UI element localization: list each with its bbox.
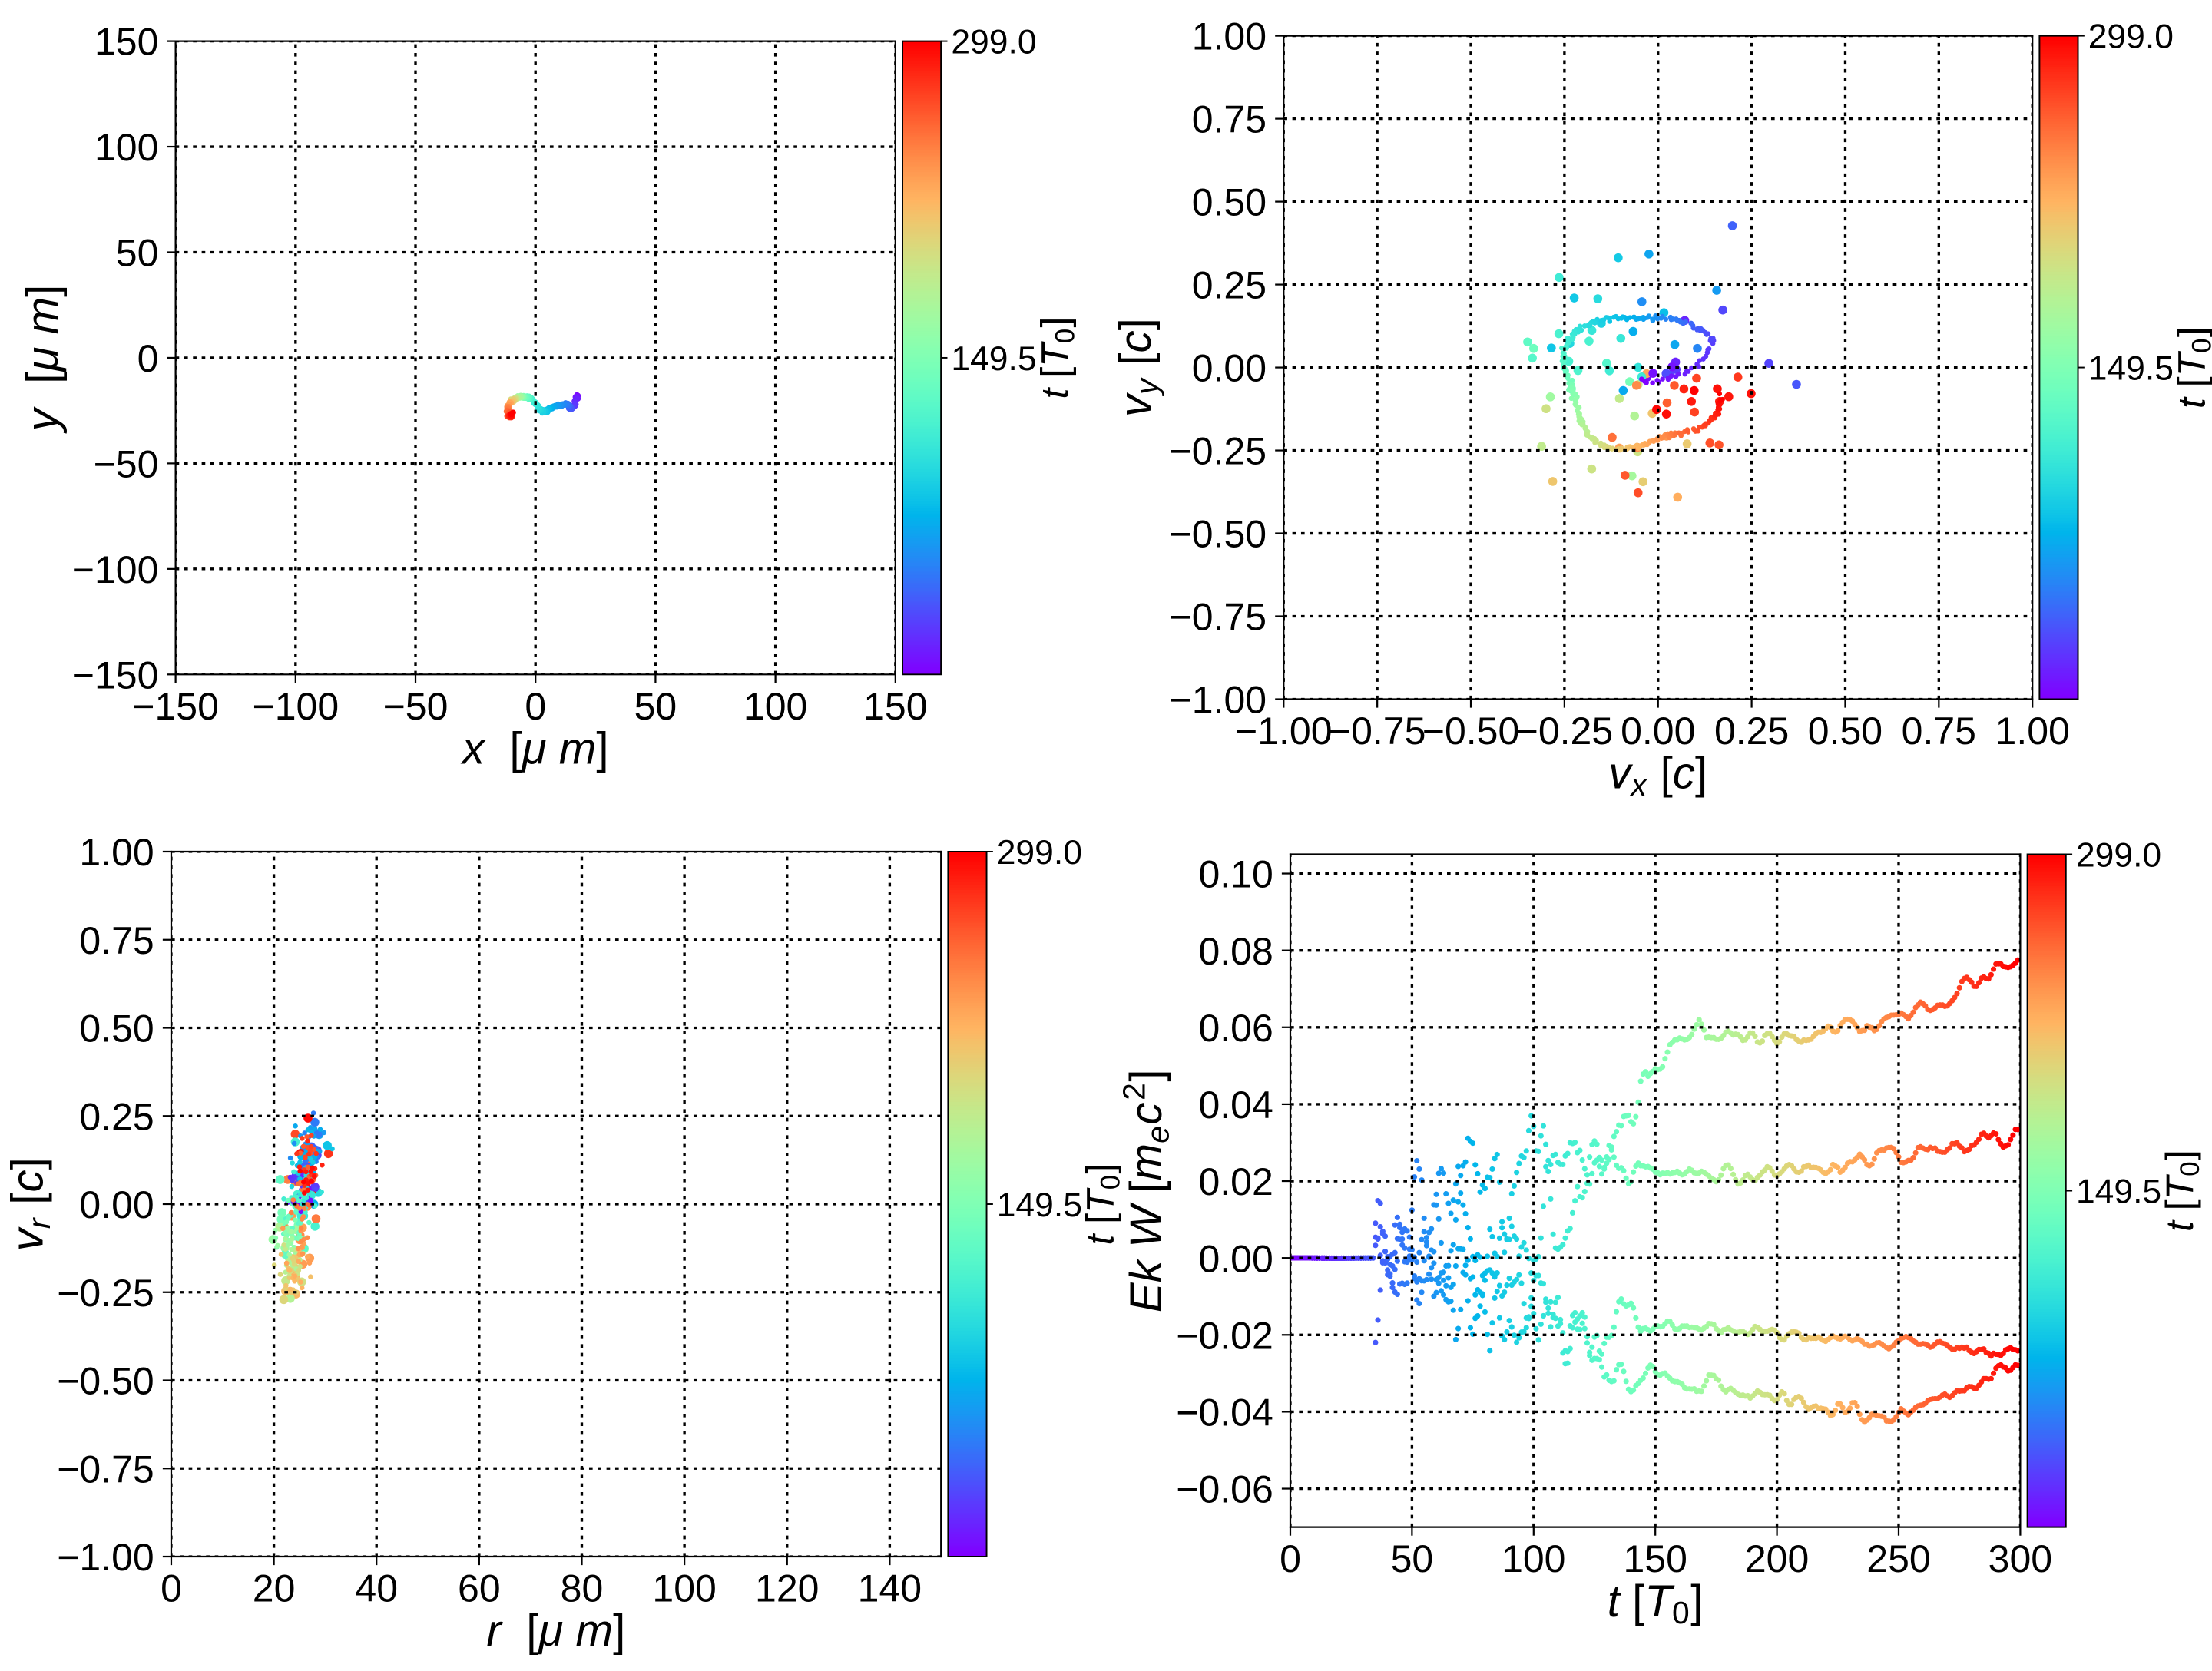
svg-text:x μ m [: x μ m [ ] <box>460 723 609 773</box>
svg-text:−1.00: −1.00 <box>57 1536 154 1579</box>
svg-text:−0.02: −0.02 <box>1176 1314 1273 1357</box>
svg-text:0.25: 0.25 <box>1714 710 1789 753</box>
svg-text:−0.75: −0.75 <box>1170 596 1267 639</box>
svg-text:v c r [: v c r [ ] <box>3 1157 57 1251</box>
svg-text:0.00: 0.00 <box>79 1183 154 1226</box>
svg-text:−1.00: −1.00 <box>1170 679 1267 722</box>
svg-text:−100: −100 <box>72 548 159 591</box>
svg-text:100: 100 <box>743 685 807 728</box>
svg-text:0: 0 <box>525 685 546 728</box>
svg-text:120: 120 <box>755 1567 819 1610</box>
svg-text:0.50: 0.50 <box>1192 181 1267 224</box>
svg-text:150: 150 <box>94 21 158 64</box>
svg-text:0.00: 0.00 <box>1198 1237 1273 1280</box>
svg-text:40: 40 <box>355 1567 398 1610</box>
svg-text:299.0: 299.0 <box>997 834 1082 872</box>
svg-text:50: 50 <box>634 685 677 728</box>
svg-text:149.5: 149.5 <box>2076 1173 2161 1211</box>
svg-text:0.75: 0.75 <box>1192 98 1267 141</box>
svg-text:−0.75: −0.75 <box>57 1448 154 1491</box>
svg-text:−100: −100 <box>253 685 339 728</box>
svg-text:300: 300 <box>1988 1537 2052 1580</box>
svg-text:250: 250 <box>1866 1537 1930 1580</box>
svg-text:0.00: 0.00 <box>1621 710 1695 753</box>
svg-text:−150: −150 <box>72 654 159 697</box>
svg-text:0.04: 0.04 <box>1198 1084 1273 1127</box>
svg-text:−0.25: −0.25 <box>1170 430 1267 473</box>
svg-text:0.50: 0.50 <box>1808 710 1883 753</box>
svg-text:150: 150 <box>863 685 927 728</box>
svg-text:100: 100 <box>94 126 158 169</box>
svg-text:100: 100 <box>652 1567 716 1610</box>
svg-text:−0.25: −0.25 <box>1516 710 1614 753</box>
svg-text:50: 50 <box>1391 1537 1434 1580</box>
svg-text:0.25: 0.25 <box>79 1095 154 1138</box>
svg-text:0: 0 <box>161 1567 182 1610</box>
svg-text:0.10: 0.10 <box>1198 853 1273 896</box>
svg-text:100: 100 <box>1502 1537 1565 1580</box>
svg-text:149.5: 149.5 <box>997 1186 1082 1224</box>
svg-text:0.25: 0.25 <box>1192 264 1267 307</box>
svg-text:−0.50: −0.50 <box>1422 710 1520 753</box>
svg-text:149.5: 149.5 <box>951 340 1036 378</box>
svg-text:20: 20 <box>253 1567 296 1610</box>
svg-text:1.00: 1.00 <box>79 831 154 874</box>
svg-text:−0.06: −0.06 <box>1176 1468 1273 1511</box>
svg-text:0.50: 0.50 <box>79 1008 154 1051</box>
svg-text:0.08: 0.08 <box>1198 930 1273 973</box>
svg-text:0.00: 0.00 <box>1192 347 1267 390</box>
svg-text:−0.25: −0.25 <box>57 1272 154 1315</box>
svg-text:−0.04: −0.04 <box>1176 1391 1273 1434</box>
svg-text:0.75: 0.75 <box>79 919 154 962</box>
svg-text:−50: −50 <box>383 685 449 728</box>
svg-text:149.5: 149.5 <box>2088 350 2174 388</box>
svg-text:299.0: 299.0 <box>2076 837 2161 875</box>
svg-text:−0.50: −0.50 <box>57 1360 154 1403</box>
svg-text:60: 60 <box>458 1567 501 1610</box>
svg-text:0: 0 <box>1280 1537 1301 1580</box>
svg-text:1.00: 1.00 <box>1192 15 1267 58</box>
svg-text:1.00: 1.00 <box>1995 710 2070 753</box>
svg-text:80: 80 <box>561 1567 604 1610</box>
svg-text:299.0: 299.0 <box>2088 18 2174 56</box>
svg-text:200: 200 <box>1745 1537 1809 1580</box>
svg-text:y μ m [: y μ m [ ] <box>18 285 68 435</box>
svg-text:−50: −50 <box>94 443 159 486</box>
svg-text:299.0: 299.0 <box>951 24 1036 61</box>
svg-text:140: 140 <box>858 1567 922 1610</box>
svg-text:150: 150 <box>1623 1537 1687 1580</box>
svg-text:0.06: 0.06 <box>1198 1007 1273 1050</box>
svg-text:−0.75: −0.75 <box>1329 710 1426 753</box>
svg-text:50: 50 <box>116 232 159 275</box>
svg-text:0.02: 0.02 <box>1198 1160 1273 1203</box>
svg-text:−0.50: −0.50 <box>1170 513 1267 556</box>
svg-text:E k W m: E k W m c [ ] e 2 <box>1117 1064 1176 1312</box>
svg-text:0.75: 0.75 <box>1902 710 1976 753</box>
svg-text:0: 0 <box>137 337 159 380</box>
